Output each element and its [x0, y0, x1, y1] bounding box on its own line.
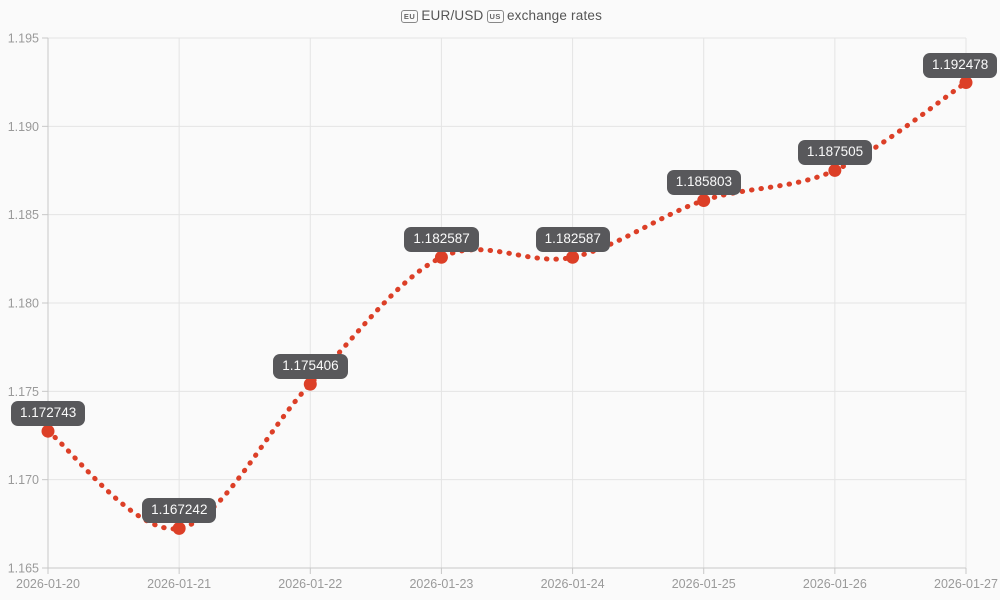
- y-tick-label: 1.170: [8, 473, 39, 487]
- point-value-label: 1.187505: [797, 140, 873, 166]
- x-tick-label: 2026-01-20: [16, 577, 80, 591]
- data-point-marker: [697, 193, 711, 207]
- y-tick-label: 1.195: [8, 32, 39, 46]
- eu-flag-icon: EU: [400, 10, 419, 23]
- x-tick-label: 2026-01-23: [409, 577, 473, 591]
- rate-line: [45, 80, 969, 532]
- point-value-label: 1.182587: [404, 227, 479, 253]
- point-value-label: 1.182587: [535, 227, 610, 253]
- data-point-marker: [566, 250, 580, 264]
- data-point-marker: [303, 377, 317, 391]
- point-value-label: 1.175406: [273, 354, 348, 380]
- point-value-label: 1.185803: [666, 170, 742, 196]
- y-tick-label: 1.165: [8, 562, 39, 576]
- data-point-marker: [434, 250, 448, 264]
- us-flag-icon: US: [486, 10, 504, 23]
- data-point-marker: [828, 163, 842, 177]
- point-value-label: 1.172743: [11, 401, 86, 427]
- x-tick-label: 2026-01-21: [147, 577, 211, 591]
- x-tick-label: 2026-01-26: [803, 577, 867, 591]
- point-value-label: 1.192478: [923, 52, 998, 78]
- y-tick-label: 1.190: [8, 120, 39, 134]
- data-point-marker: [172, 521, 186, 535]
- data-point-marker: [41, 424, 55, 438]
- chart-title-rest: exchange rates: [506, 8, 603, 23]
- y-tick-label: 1.185: [8, 208, 39, 222]
- y-tick-label: 1.180: [8, 297, 39, 311]
- chart-title: EU EUR/USD US exchange rates: [0, 8, 1000, 23]
- x-tick-label: 2026-01-27: [934, 577, 998, 591]
- x-tick-label: 2026-01-22: [278, 577, 342, 591]
- data-point-marker: [959, 76, 973, 90]
- point-value-label: 1.167242: [142, 498, 217, 524]
- x-tick-label: 2026-01-24: [541, 577, 605, 591]
- x-tick-label: 2026-01-25: [672, 577, 736, 591]
- y-tick-label: 1.175: [8, 385, 39, 399]
- chart-title-pair: EUR/USD: [421, 8, 484, 23]
